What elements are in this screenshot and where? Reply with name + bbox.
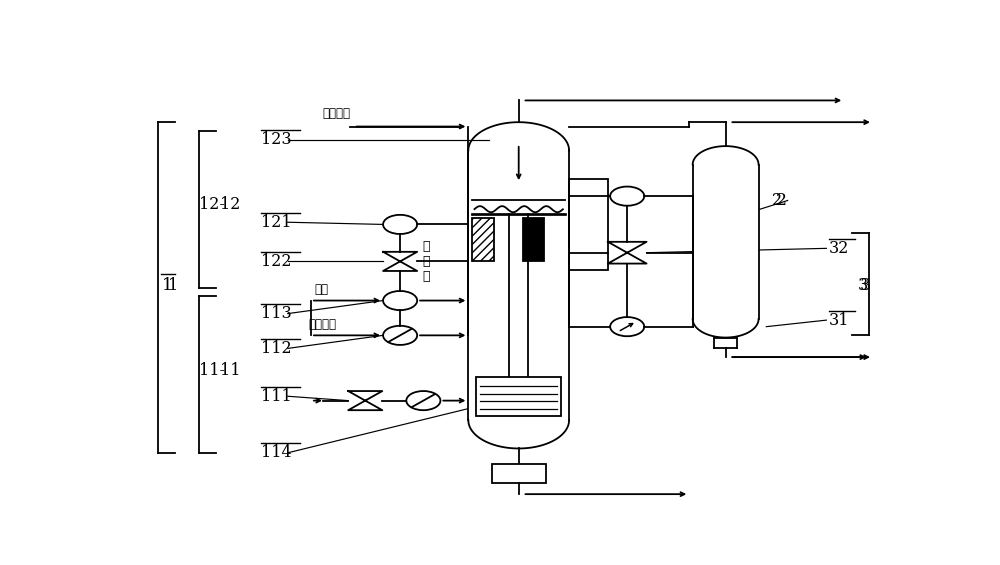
- Text: 12: 12: [220, 197, 240, 214]
- Text: 剂: 剂: [422, 270, 429, 283]
- Text: 一氧化碳: 一氧化碳: [309, 318, 337, 331]
- Text: 1: 1: [162, 277, 173, 294]
- Text: 111: 111: [261, 388, 291, 405]
- Text: 3: 3: [860, 277, 871, 294]
- Text: 1: 1: [168, 277, 178, 294]
- Text: 112: 112: [261, 340, 291, 357]
- Text: 化: 化: [422, 255, 429, 268]
- Bar: [476, 377, 561, 416]
- Text: 3: 3: [857, 277, 868, 294]
- Bar: [569, 179, 608, 270]
- Text: 2: 2: [772, 192, 782, 209]
- Text: 123: 123: [261, 131, 291, 148]
- Text: 114: 114: [261, 444, 291, 461]
- Polygon shape: [693, 164, 759, 319]
- Text: 121: 121: [261, 214, 291, 231]
- Text: 11-: 11-: [199, 362, 225, 379]
- Text: 11: 11: [220, 362, 240, 379]
- Text: 31: 31: [829, 312, 849, 329]
- Text: 2: 2: [776, 192, 787, 209]
- Bar: [472, 218, 494, 262]
- Text: 113: 113: [261, 305, 291, 322]
- Text: 氧气: 氧气: [315, 283, 329, 296]
- Text: 12-: 12-: [199, 197, 225, 214]
- Bar: [492, 464, 546, 483]
- Bar: [523, 218, 544, 262]
- Text: 122: 122: [261, 253, 291, 270]
- Text: 32: 32: [829, 240, 849, 257]
- Text: 液相甲醇: 液相甲醇: [323, 107, 351, 120]
- Text: 催: 催: [422, 240, 429, 253]
- Polygon shape: [468, 150, 569, 420]
